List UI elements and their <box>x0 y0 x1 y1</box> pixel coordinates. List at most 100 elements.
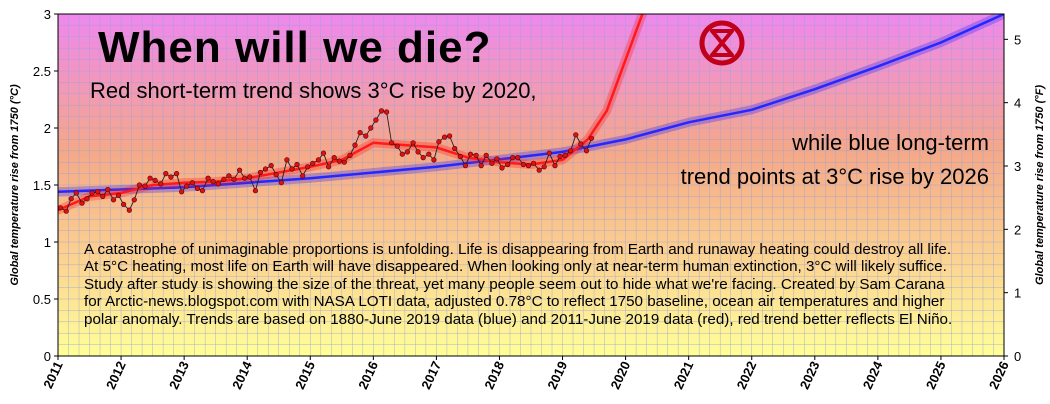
note-blue-trend-line2: trend points at 3°C rise by 2026 <box>681 164 989 189</box>
x-tick-label: 2025 <box>923 359 949 392</box>
data-point <box>168 174 174 180</box>
data-point <box>478 163 484 169</box>
data-point <box>284 157 290 163</box>
data-point <box>242 175 248 181</box>
data-point <box>394 143 400 149</box>
data-point <box>404 149 411 155</box>
x-tick-label: 2024 <box>860 358 886 391</box>
blue-trend-line <box>58 14 1004 194</box>
data-point <box>525 163 532 169</box>
x-axis: 2011 2012 2013 2014 2015 2016 2017 2018 2019 2020… <box>40 356 1012 391</box>
data-point <box>184 183 190 189</box>
data-point <box>294 161 300 168</box>
data-point <box>205 175 211 181</box>
x-tick-label: 2014 <box>229 358 255 391</box>
data-point <box>336 158 342 164</box>
data-point <box>457 153 464 160</box>
data-point <box>546 150 552 156</box>
x-tick-label: 2018 <box>481 359 507 392</box>
data-point <box>489 160 495 166</box>
data-point <box>520 161 527 168</box>
data-point <box>278 180 284 186</box>
data-point <box>115 192 122 198</box>
data-point <box>273 172 279 178</box>
data-point <box>79 200 85 206</box>
data-point <box>215 181 221 187</box>
data-point <box>58 205 64 211</box>
y-right-tick-label: 5 <box>1014 32 1021 47</box>
caption-line: polar anomaly. Trends are based on 1880-… <box>84 310 953 328</box>
data-point <box>300 173 306 179</box>
y-tick-label: 1 <box>44 235 51 250</box>
data-point <box>389 140 395 146</box>
data-point <box>226 173 232 179</box>
x-tick-label: 2019 <box>544 359 570 392</box>
data-point <box>89 190 95 196</box>
series-layer <box>58 14 1004 215</box>
data-point <box>158 181 164 187</box>
data-point <box>68 196 74 202</box>
y-axis-title-right: Global temperature rise from 1750 (°F) <box>1034 85 1046 285</box>
data-point <box>73 190 79 196</box>
data-point <box>174 171 180 177</box>
data-point <box>578 141 584 147</box>
headline: When will we die? <box>98 23 491 72</box>
data-point <box>210 179 216 185</box>
y-tick-label: 2 <box>44 121 51 136</box>
data-point <box>110 197 117 203</box>
x-tick-label: 2017 <box>418 359 444 392</box>
x-tick-label: 2022 <box>734 359 760 392</box>
data-point <box>415 149 421 155</box>
data-point <box>131 197 137 203</box>
data-point <box>447 133 453 139</box>
y-tick-label: 0 <box>44 349 51 364</box>
data-point <box>257 169 264 176</box>
caption-line: Study after study is showing the size of… <box>84 275 945 293</box>
caption-line: At 5°C heating, most life on Earth will … <box>84 258 947 276</box>
data-point <box>320 150 327 156</box>
data-point <box>368 125 374 131</box>
data-point <box>268 163 274 169</box>
y-right-tick-label: 4 <box>1014 96 1021 111</box>
data-point <box>147 175 153 181</box>
data-point <box>105 187 111 193</box>
data-point <box>262 166 269 172</box>
data-point <box>252 188 258 194</box>
data-point <box>431 157 437 163</box>
data-point <box>95 189 101 195</box>
data-point <box>331 155 337 161</box>
caption-line: for Arctic-news.blogspot.com with NASA L… <box>84 293 945 311</box>
data-point <box>462 163 469 169</box>
y-right-tick-label: 0 <box>1014 349 1021 364</box>
data-point <box>347 152 353 158</box>
right-axis: 0 1 2 3 4 5 <box>1004 32 1021 364</box>
data-point <box>357 130 363 136</box>
data-point <box>588 135 595 141</box>
y-tick-label: 3 <box>44 7 51 22</box>
data-point <box>515 155 521 161</box>
data-point <box>562 152 568 158</box>
data-point <box>536 167 542 173</box>
y-right-tick-label: 2 <box>1014 222 1021 237</box>
data-point <box>384 109 390 115</box>
data-point <box>363 133 369 139</box>
data-point <box>483 152 489 158</box>
data-point <box>136 182 142 188</box>
data-point <box>126 207 132 213</box>
data-point <box>315 157 322 163</box>
data-point <box>221 176 227 182</box>
extinction-symbol-icon <box>699 20 745 66</box>
data-point <box>199 188 205 194</box>
data-point <box>378 108 385 114</box>
x-tick-label: 2016 <box>355 359 381 392</box>
data-point <box>352 142 358 148</box>
data-point <box>467 151 474 157</box>
data-point <box>557 153 563 160</box>
y-right-tick-label: 3 <box>1014 159 1021 174</box>
caption-line: A catastrophe of unimaginable proportion… <box>84 241 952 258</box>
data-point <box>499 165 505 171</box>
data-point <box>420 155 426 161</box>
data-point <box>505 161 511 168</box>
note-blue-trend-line1: while blue long-term <box>791 130 989 155</box>
x-tick-label: 2012 <box>103 359 129 392</box>
